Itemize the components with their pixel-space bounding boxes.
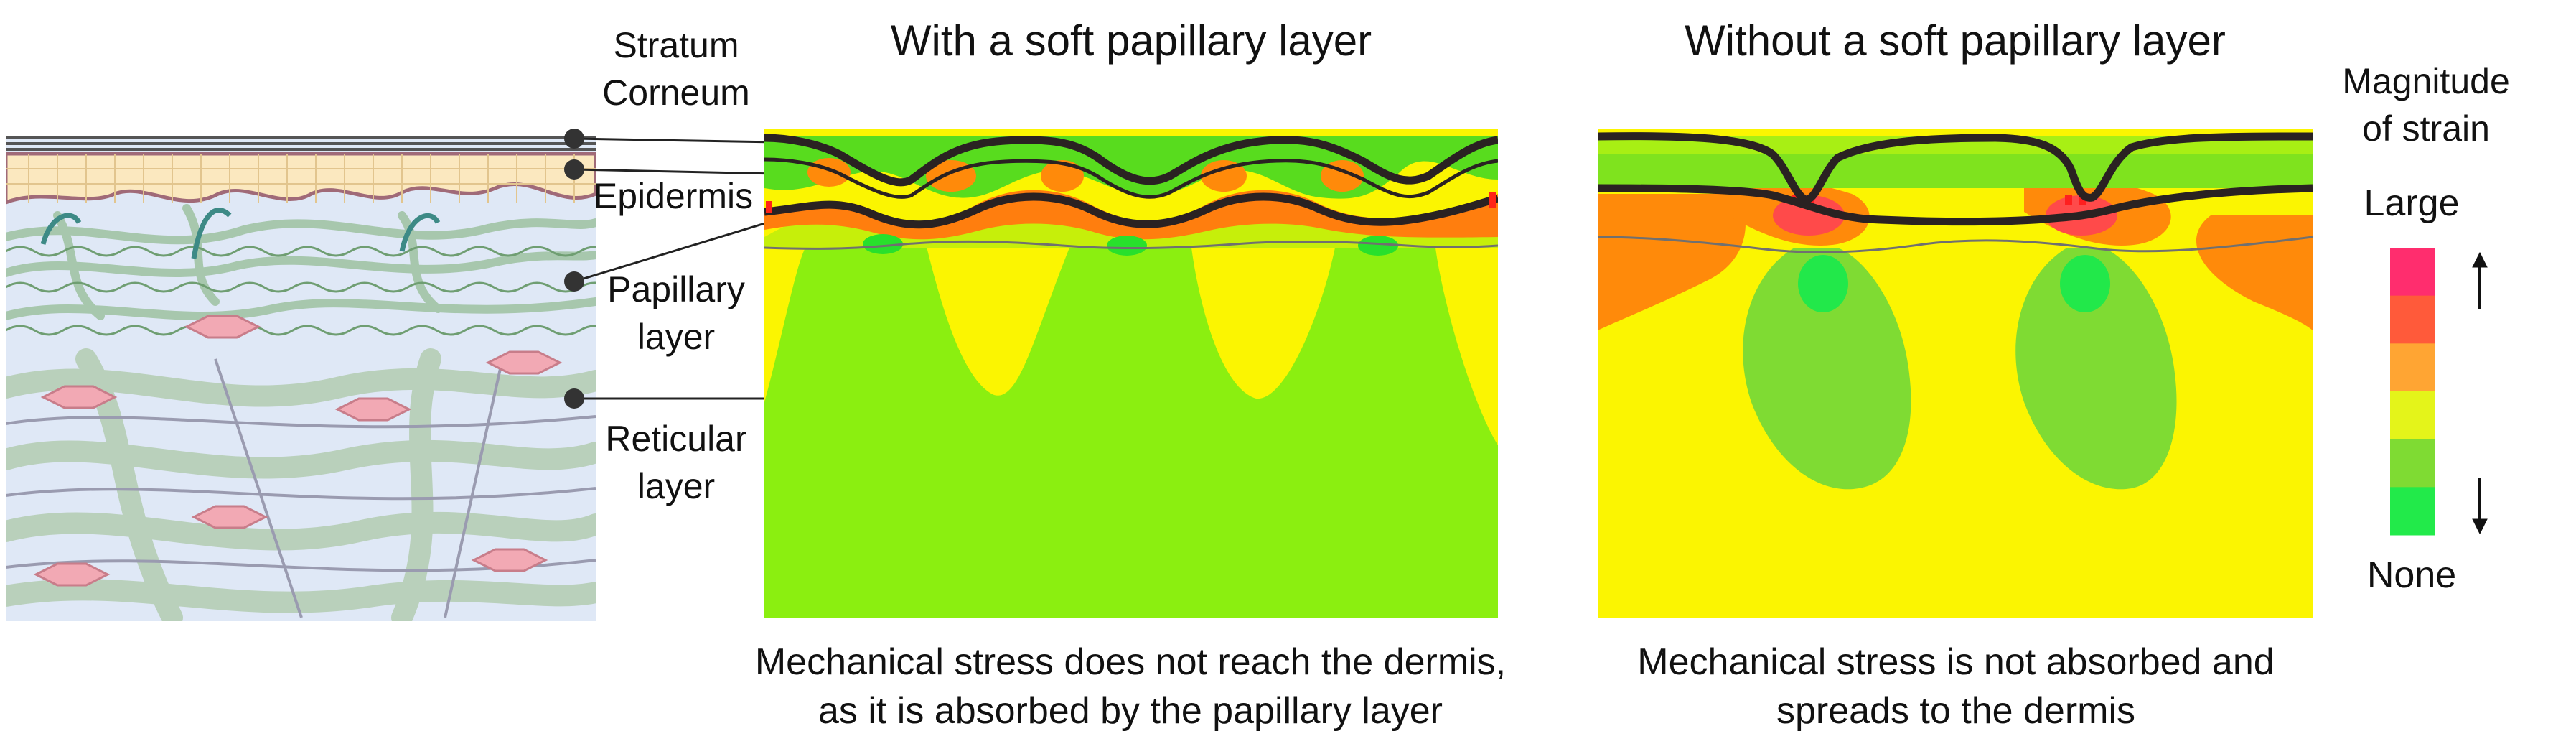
skin-surface-line (764, 134, 1498, 187)
dermal-epidermal-junction (764, 192, 1498, 229)
strain-spread-right (2015, 248, 2177, 490)
legend-color-bar (2390, 248, 2435, 536)
papillary-fibers (6, 204, 596, 320)
strain-map-with-papillary (764, 129, 1498, 618)
caption-with-line1: Mechanical stress does not reach the der… (754, 641, 1507, 683)
reticular-bundles (6, 348, 596, 621)
legend-swatch-0 (2390, 248, 2435, 297)
label-papillary-line2: layer (637, 317, 716, 357)
label-reticular-line1: Reticular (605, 419, 747, 459)
label-epidermis: Epidermis (593, 176, 754, 216)
strain-spread-left (1743, 248, 1911, 490)
legend-title: Magnitude of strain (2318, 57, 2534, 152)
caption-without-line1: Mechanical stress is not absorbed and (1637, 641, 2275, 683)
low-strain-region (764, 244, 1498, 618)
legend-swatch-3 (2390, 391, 2435, 440)
caption-with-papillary: Mechanical stress does not reach the der… (718, 638, 1543, 735)
stratum-corneum-layer (6, 136, 596, 151)
strain-map-without-papillary (1598, 129, 2313, 618)
legend-title-line1: Magnitude (2342, 61, 2510, 101)
papillary-wavy-fibers (6, 246, 596, 336)
legend-label-large: Large (2364, 182, 2460, 224)
legend-swatch-4 (2390, 439, 2435, 488)
caption-with-line2: as it is absorbed by the papillary layer (818, 690, 1443, 732)
skin-illustration (6, 136, 596, 621)
high-strain-band (764, 190, 1498, 240)
label-stratum-corneum-line2: Corneum (602, 73, 750, 113)
high-strain-sides (1598, 194, 1746, 330)
caption-without-papillary: Mechanical stress is not absorbed and sp… (1565, 638, 2347, 735)
fibroblast-cells (33, 315, 563, 587)
title-with-papillary: With a soft papillary layer (890, 17, 1372, 65)
title-without-papillary: Without a soft papillary layer (1685, 17, 2226, 65)
epidermis-cells (6, 154, 596, 203)
label-reticular-line2: layer (637, 466, 716, 506)
label-stratum-corneum: Stratum Corneum (597, 22, 755, 116)
legend-swatch-5 (2390, 487, 2435, 536)
label-stratum-corneum-line1: Stratum (613, 25, 739, 65)
caption-without-line2: spreads to the dermis (1776, 690, 2136, 732)
label-papillary-layer: Papillary layer (597, 266, 755, 360)
legend-swatch-2 (2390, 343, 2435, 392)
skin-surface-line-flat (1598, 132, 2313, 204)
leader-lines (573, 137, 777, 400)
label-papillary-line1: Papillary (607, 269, 745, 309)
legend-label-none: None (2366, 554, 2457, 596)
arrow-down-icon (2472, 478, 2488, 535)
legend-swatch-1 (2390, 295, 2435, 344)
label-reticular-layer: Reticular layer (597, 415, 755, 510)
legend-title-line2: of strain (2362, 108, 2490, 149)
capillary-loops (40, 208, 441, 259)
arrow-up-icon (2472, 251, 2488, 309)
strain-legend (2390, 248, 2488, 536)
